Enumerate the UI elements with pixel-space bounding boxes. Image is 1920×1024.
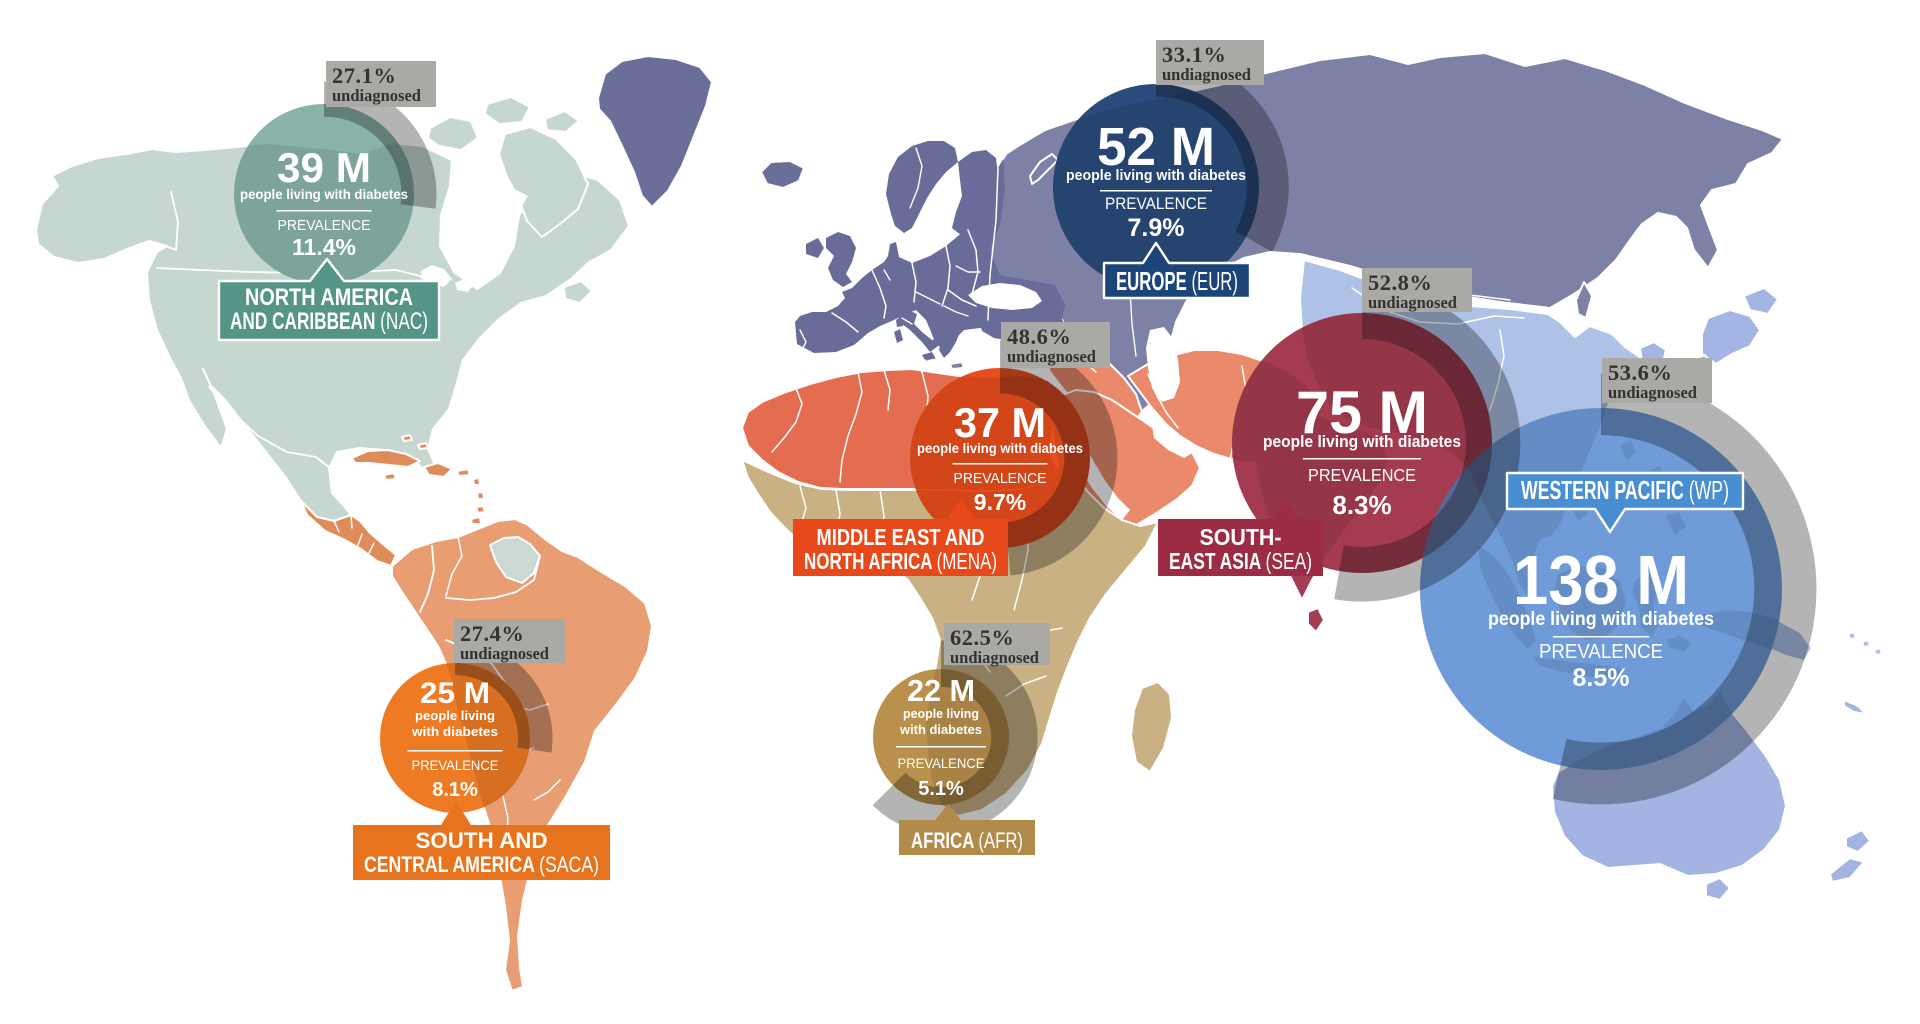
- svg-text:PREVALENCE: PREVALENCE: [1308, 465, 1416, 485]
- svg-text:PREVALENCE: PREVALENCE: [278, 217, 371, 234]
- svg-text:22 M: 22 M: [907, 673, 975, 708]
- svg-text:PREVALENCE: PREVALENCE: [954, 470, 1047, 487]
- svg-text:PREVALENCE: PREVALENCE: [898, 755, 985, 771]
- svg-text:52 M: 52 M: [1097, 117, 1215, 177]
- svg-text:people living with diabetes: people living with diabetes: [917, 440, 1083, 456]
- svg-text:11.4%: 11.4%: [292, 234, 356, 260]
- svg-text:undiagnosed: undiagnosed: [332, 86, 421, 105]
- svg-text:SOUTH AND: SOUTH AND: [416, 828, 548, 853]
- svg-text:8.5%: 8.5%: [1573, 664, 1630, 692]
- svg-text:undiagnosed: undiagnosed: [1007, 347, 1096, 366]
- svg-text:undiagnosed: undiagnosed: [1162, 65, 1251, 84]
- svg-text:MIDDLE EAST AND: MIDDLE EAST AND: [817, 524, 985, 550]
- svg-text:EAST ASIA (SEA): EAST ASIA (SEA): [1169, 548, 1312, 574]
- svg-text:undiagnosed: undiagnosed: [1608, 383, 1697, 402]
- svg-text:WESTERN PACIFIC (WP): WESTERN PACIFIC (WP): [1521, 475, 1729, 505]
- svg-text:8.3%: 8.3%: [1332, 490, 1391, 520]
- svg-text:37 M: 37 M: [954, 399, 1046, 446]
- svg-text:AND CARIBBEAN (NAC): AND CARIBBEAN (NAC): [230, 308, 428, 335]
- svg-text:62.5%: 62.5%: [950, 625, 1014, 650]
- svg-text:AFRICA (AFR): AFRICA (AFR): [911, 828, 1023, 853]
- svg-text:75 M: 75 M: [1296, 379, 1428, 446]
- svg-text:53.6%: 53.6%: [1608, 360, 1672, 385]
- svg-text:52.8%: 52.8%: [1368, 270, 1432, 295]
- svg-text:NORTH AMERICA: NORTH AMERICA: [245, 284, 413, 311]
- svg-text:EUROPE (EUR): EUROPE (EUR): [1116, 266, 1238, 296]
- svg-text:PREVALENCE: PREVALENCE: [1539, 641, 1663, 663]
- svg-text:9.7%: 9.7%: [974, 489, 1026, 515]
- svg-text:7.9%: 7.9%: [1128, 214, 1185, 242]
- svg-text:people living with diabetes: people living with diabetes: [240, 186, 408, 202]
- svg-text:undiagnosed: undiagnosed: [460, 644, 549, 663]
- svg-text:people living with diabetes: people living with diabetes: [1488, 609, 1714, 630]
- svg-text:8.1%: 8.1%: [432, 779, 478, 801]
- svg-text:27.1%: 27.1%: [332, 63, 396, 88]
- svg-text:with diabetes: with diabetes: [411, 724, 498, 739]
- svg-text:CENTRAL AMERICA (SACA): CENTRAL AMERICA (SACA): [364, 852, 599, 877]
- svg-text:undiagnosed: undiagnosed: [1368, 293, 1457, 312]
- svg-text:people living with diabetes: people living with diabetes: [1066, 167, 1246, 184]
- svg-text:48.6%: 48.6%: [1007, 324, 1071, 349]
- svg-text:people living: people living: [415, 708, 495, 723]
- svg-text:people living with diabetes: people living with diabetes: [1263, 433, 1461, 451]
- svg-text:33.1%: 33.1%: [1162, 42, 1226, 67]
- svg-text:25 M: 25 M: [420, 677, 490, 710]
- svg-text:with diabetes: with diabetes: [899, 723, 982, 737]
- svg-text:PREVALENCE: PREVALENCE: [412, 757, 499, 773]
- svg-text:5.1%: 5.1%: [918, 778, 964, 800]
- svg-text:27.4%: 27.4%: [460, 621, 524, 646]
- svg-text:SOUTH-: SOUTH-: [1200, 524, 1282, 550]
- svg-text:PREVALENCE: PREVALENCE: [1105, 195, 1207, 213]
- svg-text:NORTH AFRICA (MENA): NORTH AFRICA (MENA): [804, 548, 997, 574]
- svg-text:undiagnosed: undiagnosed: [950, 648, 1039, 667]
- svg-text:39 M: 39 M: [277, 144, 371, 191]
- svg-text:138 M: 138 M: [1513, 541, 1689, 619]
- svg-text:people living: people living: [903, 707, 979, 721]
